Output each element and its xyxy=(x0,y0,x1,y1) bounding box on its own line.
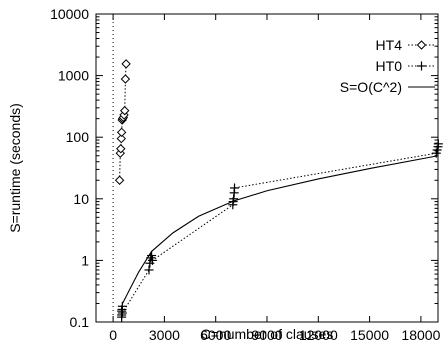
x-tick-label: 18000 xyxy=(401,327,440,343)
ht0-point xyxy=(144,265,154,275)
y-axis-label: S=runtime (seconds) xyxy=(7,103,23,233)
x-tick-label: 0 xyxy=(109,327,117,343)
ht4-point xyxy=(114,175,125,185)
ht0-point xyxy=(147,255,157,265)
ht4-point xyxy=(116,133,127,144)
y-tick-label: 1000 xyxy=(58,68,89,84)
legend: HT4 HT0 S=O(C^2) xyxy=(340,37,435,95)
x-tick-label: 6000 xyxy=(200,327,231,343)
ht4-point xyxy=(120,105,130,116)
ht0-point xyxy=(117,308,127,318)
series-lines xyxy=(119,63,439,318)
legend-label-s-o-c-2: S=O(C^2) xyxy=(340,79,402,95)
x-tick-label: 12000 xyxy=(299,327,338,343)
x-axis-label: C=number of clauses xyxy=(201,326,334,342)
ht4-point xyxy=(120,74,131,84)
ht4-point xyxy=(116,127,127,138)
ht0-point xyxy=(433,139,443,149)
ht0-point xyxy=(146,253,156,263)
axis-tick-labels: 0 3000 6000 9000 12000 15000 18000 0.1 1 10 100 100… xyxy=(50,6,441,343)
y-tick-label: 0.1 xyxy=(70,314,90,330)
ht0-line xyxy=(121,143,439,318)
x-tick-label: 9000 xyxy=(251,327,282,343)
axis-ticks xyxy=(96,13,438,323)
s-o-c-2-line xyxy=(122,155,439,304)
ht4-point xyxy=(116,144,126,154)
x-tick-label: 15000 xyxy=(350,327,389,343)
ht4-point xyxy=(119,110,129,120)
y-tick-label: 1 xyxy=(81,252,89,268)
legend-label-ht4: HT4 xyxy=(376,37,403,53)
ht0-point xyxy=(417,61,426,71)
y-tick-label: 10000 xyxy=(50,6,89,22)
x-tick-label: 3000 xyxy=(149,327,180,343)
legend-label-ht0: HT0 xyxy=(376,58,403,74)
y-tick-label: 100 xyxy=(66,129,90,145)
ht0-point xyxy=(230,183,240,193)
ht0-point xyxy=(147,251,157,261)
ht4-point xyxy=(121,59,131,69)
y-tick-label: 10 xyxy=(73,191,89,207)
series-marks xyxy=(114,59,443,322)
ht4-point xyxy=(416,40,427,50)
